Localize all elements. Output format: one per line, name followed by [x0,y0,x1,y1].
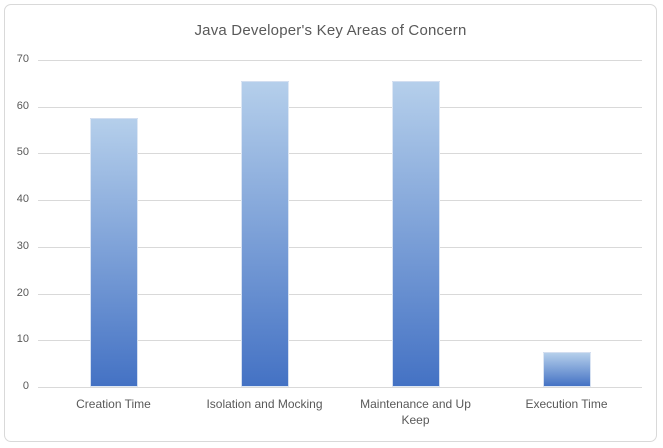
gridline [38,293,642,295]
gridline [38,246,642,248]
plot-area [38,60,642,388]
y-axis-tick-label: 50 [16,146,29,159]
gridline [38,200,642,202]
y-axis-tick-label: 70 [16,53,29,65]
bar [391,81,440,387]
y-axis-tick-label: 60 [16,99,29,112]
x-axis-category-label: Isolation and Mocking [206,397,323,411]
bar [542,351,591,387]
x-axis-category-label: Maintenance and Up Keep [360,397,471,427]
chart-container: Java Developer's Key Areas of Concern 0 1… [4,4,657,442]
x-axis: Creation Time Isolation and Mocking Mainte… [38,397,642,437]
gridline [38,106,642,108]
gridline [38,387,642,388]
y-axis-tick-label: 30 [16,239,29,252]
bar [89,118,138,387]
gridline [38,340,642,342]
y-axis-tick-label: 0 [22,380,29,392]
y-axis-tick-label: 20 [16,286,29,299]
bar [240,81,289,387]
gridline [38,153,642,155]
gridline [38,60,642,61]
x-axis-category-label: Creation Time [76,397,151,411]
chart-title: Java Developer's Key Areas of Concern [194,22,467,39]
x-axis-category-label: Execution Time [525,397,608,411]
y-axis-tick-label: 40 [16,193,29,206]
y-axis-tick-label: 10 [16,333,29,346]
